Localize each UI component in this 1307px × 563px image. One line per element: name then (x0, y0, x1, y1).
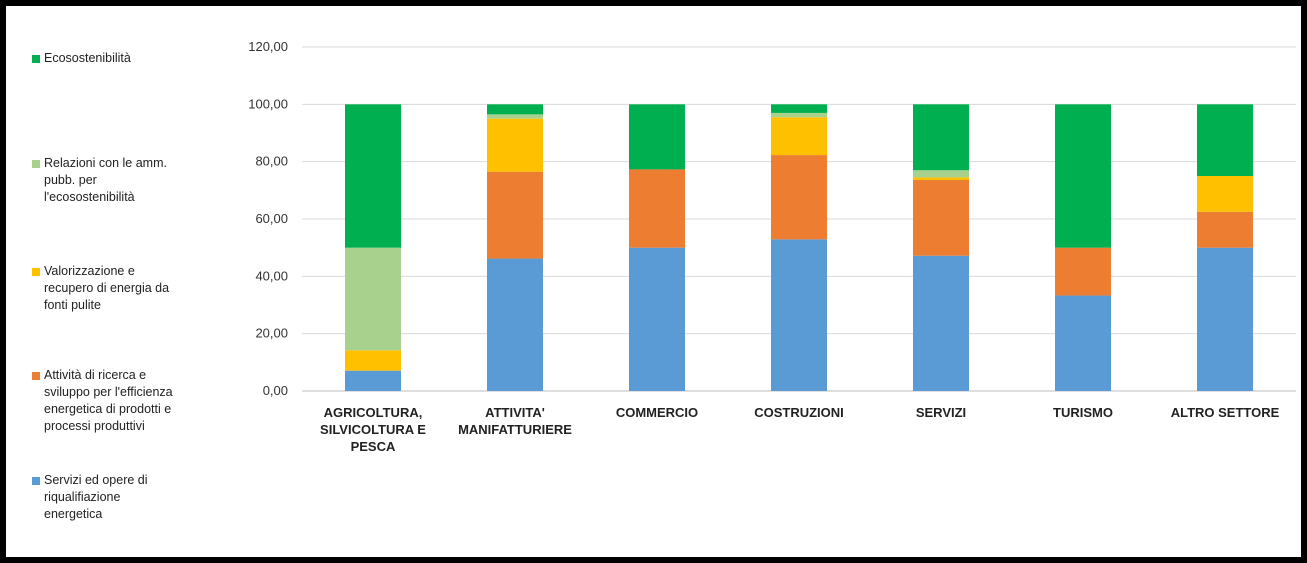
bar-segment (487, 118, 543, 172)
bar-segment (913, 255, 969, 391)
y-tick-label: 80,00 (255, 154, 288, 169)
bar-segment (345, 247, 401, 351)
y-tick-label: 120,00 (248, 39, 288, 54)
stacked-bar-chart: 0,00 20,00 40,00 60,00 80,00 100,00 120,00 AGRI… (248, 39, 1296, 454)
bar-segment (629, 104, 685, 170)
bar-segment (1197, 104, 1253, 176)
legend-label: Servizi ed opere di riqualifiazione ener… (44, 473, 148, 521)
bar-segment (771, 239, 827, 391)
bar-segment (487, 114, 543, 119)
chart-frame: Ecosostenibilità Relazioni con le amm. p… (6, 6, 1301, 557)
y-tick-label: 20,00 (255, 326, 288, 341)
x-tick-label: COSTRUZIONI (754, 405, 844, 420)
legend-swatch (32, 268, 40, 276)
legend-item-relazioni: Relazioni con le amm. pubb. per l'ecosos… (32, 155, 232, 206)
bar-segment (1197, 176, 1253, 212)
bar-segment (1055, 247, 1111, 296)
legend-swatch (32, 372, 40, 380)
y-tick-label: 40,00 (255, 268, 288, 283)
bar-segment (487, 104, 543, 115)
x-tick-label: COMMERCIO (616, 405, 698, 420)
bar-segment (771, 104, 827, 113)
bar-segment (1055, 104, 1111, 248)
x-tick-label: ATTIVITA' MANIFATTURIERE (458, 405, 572, 437)
legend-label: Valorizzazione e recupero di energia da … (44, 264, 170, 312)
bar-segment (913, 104, 969, 171)
bar-segment (345, 370, 401, 391)
bar-segment (913, 170, 969, 178)
bar-segment (487, 258, 543, 391)
x-tick-label: SERVIZI (916, 405, 966, 420)
bar-segment (629, 169, 685, 248)
x-tick-label: AGRICOLTURA, SILVICOLTURA E PESCA (320, 405, 426, 454)
x-tick-label: ALTRO SETTORE (1171, 405, 1280, 420)
bar-segment (771, 112, 827, 118)
y-tick-label: 0,00 (263, 383, 288, 398)
y-tick-label: 100,00 (248, 96, 288, 111)
bar-segment (913, 180, 969, 256)
legend-label: Ecosostenibilità (44, 51, 131, 65)
bar-segment (771, 117, 827, 156)
legend-swatch (32, 160, 40, 168)
bar-segment (771, 155, 827, 240)
bar-segment (1197, 247, 1253, 391)
legend-item-attivita-ricerca: Attività di ricerca e sviluppo per l'eff… (32, 367, 232, 435)
legend-item-valorizzazione: Valorizzazione e recupero di energia da … (32, 263, 232, 314)
bar-segment (1055, 295, 1111, 391)
legend-item-ecosostenibilita: Ecosostenibilità (32, 50, 232, 67)
bar-segment (345, 104, 401, 248)
y-tick-label: 60,00 (255, 211, 288, 226)
bar-segment (629, 247, 685, 391)
legend: Ecosostenibilità Relazioni con le amm. p… (32, 6, 232, 557)
legend-label: Attività di ricerca e sviluppo per l'eff… (44, 368, 173, 433)
legend-label: Relazioni con le amm. pubb. per l'ecosos… (44, 156, 167, 204)
bar-segment (487, 171, 543, 259)
bar-segment (345, 350, 401, 371)
legend-swatch (32, 55, 40, 63)
bar-segment (913, 177, 969, 181)
x-tick-label: TURISMO (1053, 405, 1113, 420)
legend-swatch (32, 477, 40, 485)
legend-item-servizi-opere: Servizi ed opere di riqualifiazione ener… (32, 472, 232, 523)
bar-segment (1197, 211, 1253, 248)
